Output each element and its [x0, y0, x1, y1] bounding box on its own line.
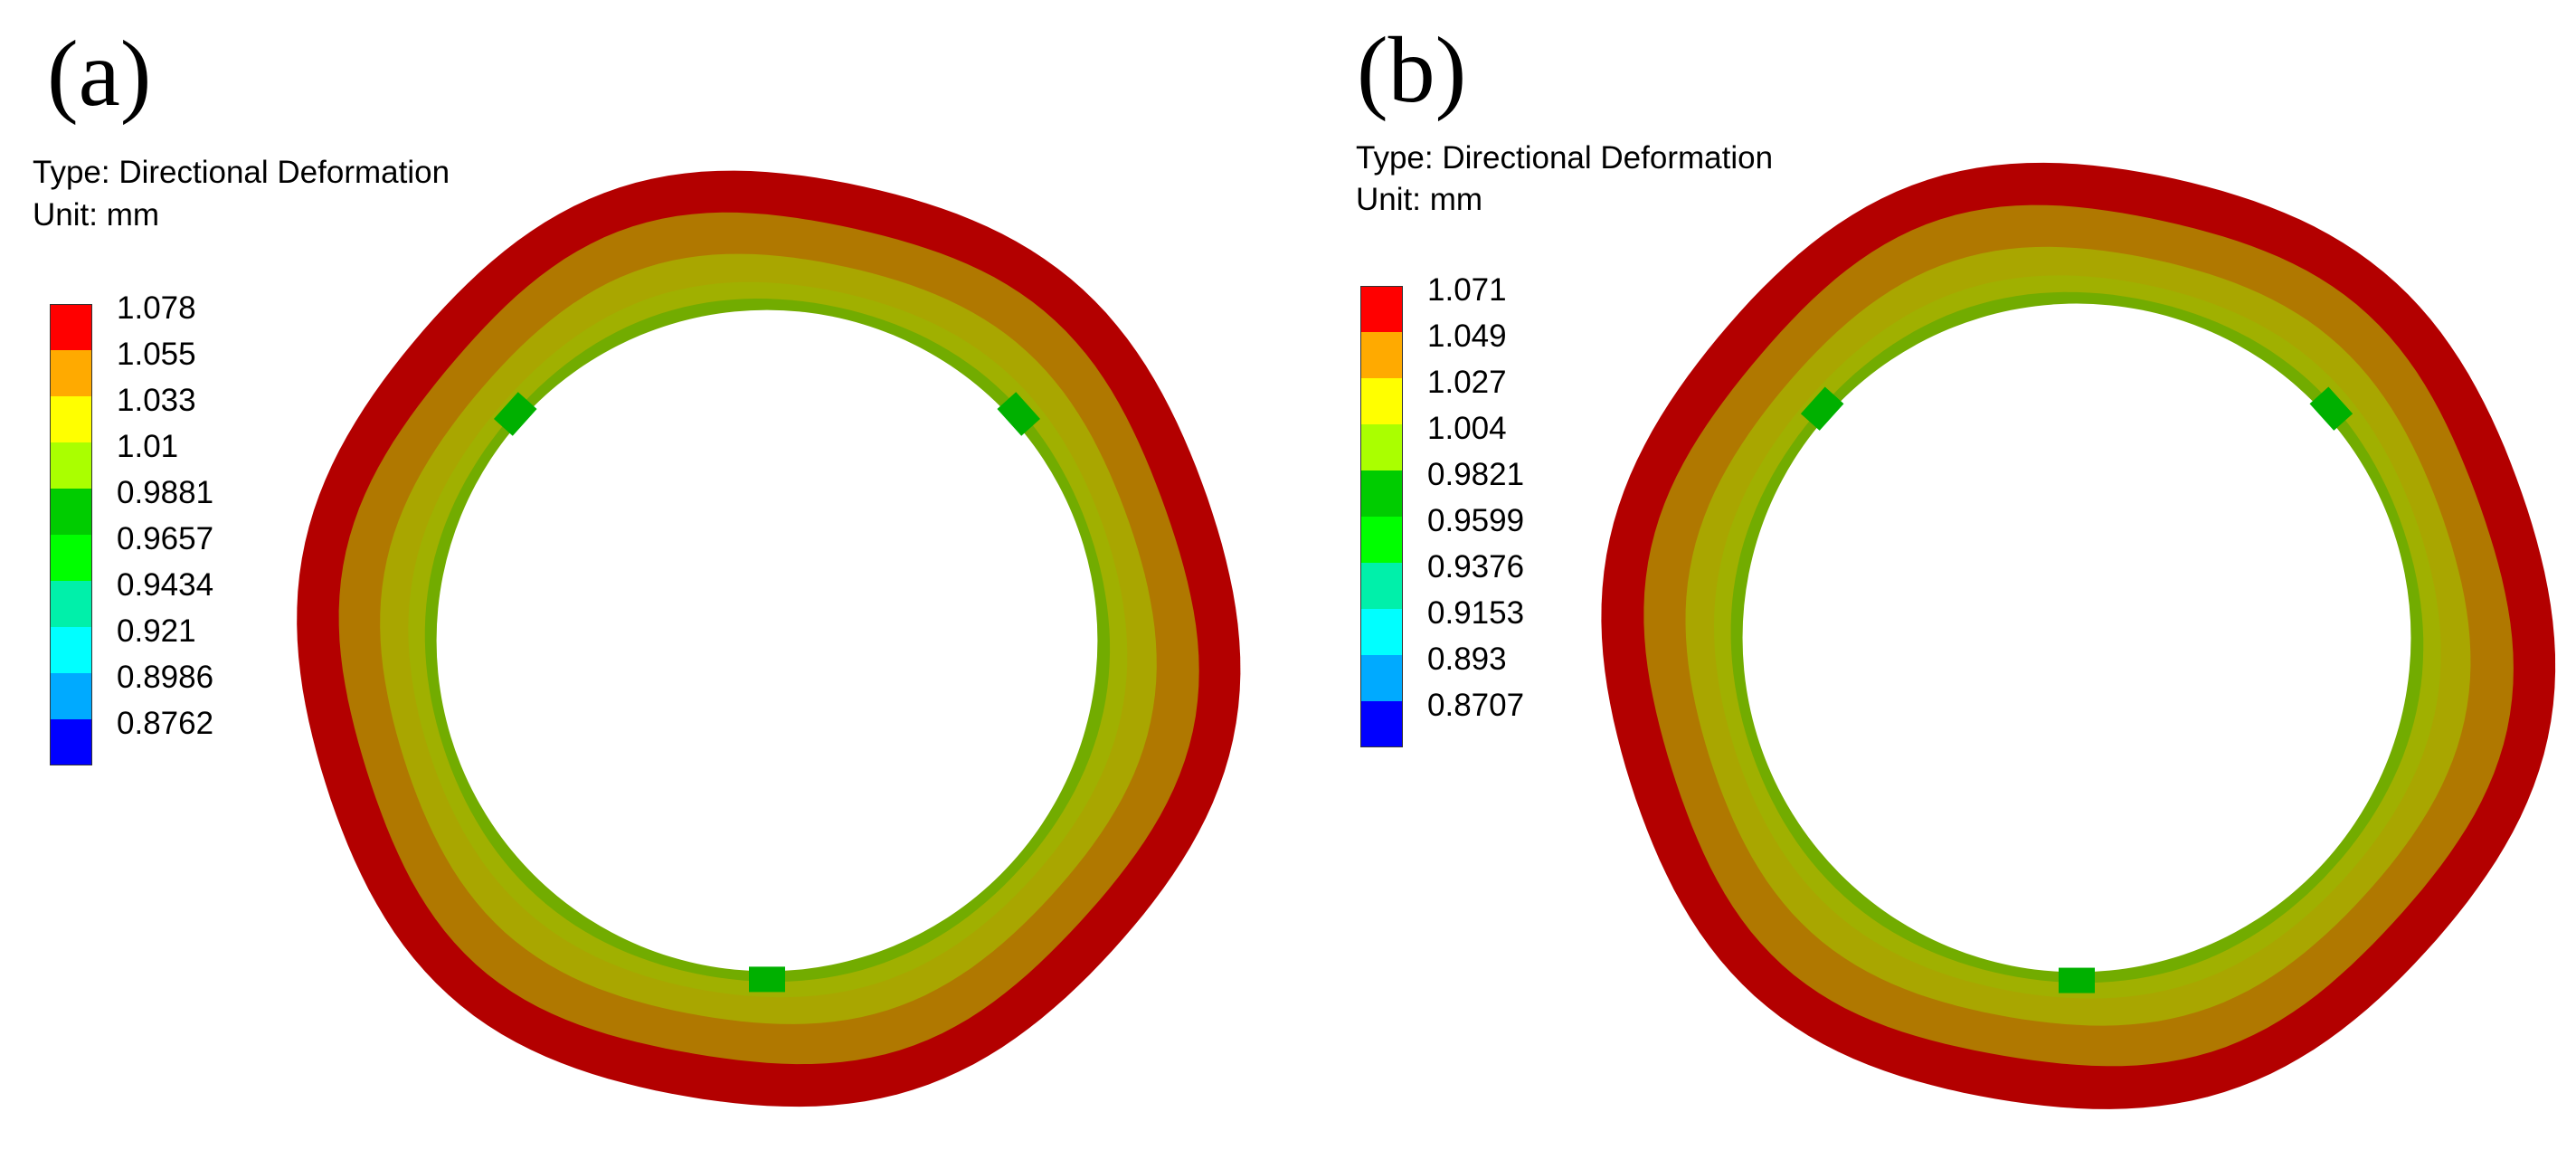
support-pad: [493, 392, 537, 436]
legend-value: 0.893: [1427, 642, 1507, 677]
legend-value: 0.9434: [117, 567, 214, 603]
legend-item: 1.049: [1360, 320, 1596, 378]
legend-value: 0.9881: [117, 475, 214, 510]
deformation-ring-plot: [297, 170, 1241, 1107]
legend-value: 0.9153: [1427, 595, 1525, 631]
legend-swatch: [50, 719, 92, 765]
legend-swatch: [50, 442, 92, 489]
legend-value: 1.049: [1427, 318, 1507, 354]
support-pad: [2309, 386, 2353, 431]
legend-item: 0.8762: [50, 708, 285, 765]
legend-value: 1.033: [117, 383, 196, 418]
legend-item: 0.8707: [1360, 689, 1596, 747]
legend-swatch: [1360, 655, 1403, 701]
panel-label: (a): [47, 22, 152, 126]
legend-swatch: [1360, 609, 1403, 655]
legend-swatch: [1360, 378, 1403, 424]
legend-swatch: [1360, 517, 1403, 563]
legend-swatch: [1360, 563, 1403, 609]
legend-value: 0.8707: [1427, 688, 1525, 723]
legend-swatch: [1360, 470, 1403, 517]
deformation-ring-plot: [1601, 162, 2556, 1109]
legend-item: 0.9434: [50, 569, 285, 627]
legend-swatch: [1360, 701, 1403, 747]
legend-item: 0.8986: [50, 661, 285, 719]
legend-value: 1.055: [117, 337, 196, 372]
ring-hole: [1742, 303, 2411, 973]
legend-item: 1.078: [50, 292, 285, 350]
legend-value: 0.9821: [1427, 457, 1525, 492]
legend-value: 0.9376: [1427, 549, 1525, 585]
legend-swatch: [1360, 332, 1403, 378]
support-pad: [2059, 967, 2095, 993]
legend-value: 0.921: [117, 613, 196, 649]
legend-item: 1.071: [1360, 274, 1596, 332]
legend-item: 0.9376: [1360, 551, 1596, 609]
legend-value: 1.01: [117, 429, 179, 464]
legend-item: 0.9881: [50, 477, 285, 535]
unit-label: Unit: mm: [1356, 182, 1482, 217]
legend-item: 0.9599: [1360, 505, 1596, 563]
legend-item: 0.9821: [1360, 459, 1596, 517]
legend-item: 0.893: [1360, 643, 1596, 701]
ring-hole: [436, 309, 1098, 972]
panel-a: (a) Type: Directional Deformation Unit: …: [33, 22, 1241, 1107]
legend-swatch: [50, 673, 92, 719]
legend-item: 1.033: [50, 385, 285, 442]
legend-value: 1.027: [1427, 365, 1507, 400]
legend-swatch: [50, 627, 92, 673]
legend-swatch: [1360, 424, 1403, 470]
legend-swatch: [50, 489, 92, 535]
support-pad: [749, 966, 785, 993]
legend-value: 0.9599: [1427, 503, 1525, 538]
legend-value: 1.004: [1427, 411, 1507, 446]
legend-item: 0.921: [50, 615, 285, 673]
legend-value: 0.8762: [117, 706, 214, 741]
result-type-label: Type: Directional Deformation: [33, 155, 450, 190]
result-type-label: Type: Directional Deformation: [1356, 140, 1774, 176]
legend-swatch: [50, 304, 92, 350]
legend-value: 0.8986: [117, 660, 214, 695]
panel-b: (b) Type: Directional Deformation Unit: …: [1288, 0, 2576, 1150]
legend-item: 0.9657: [50, 523, 285, 581]
legend-item: 0.9153: [1360, 597, 1596, 655]
legend-swatch: [50, 535, 92, 581]
legend-swatch: [50, 581, 92, 627]
legend-item: 1.027: [1360, 366, 1596, 424]
support-pad: [997, 392, 1041, 436]
support-pad: [1800, 386, 1844, 431]
legend-item: 1.004: [1360, 413, 1596, 470]
legend-swatch: [1360, 286, 1403, 332]
legend-item: 1.01: [50, 431, 285, 489]
legend-item: 1.055: [50, 338, 285, 396]
legend-swatch: [50, 396, 92, 442]
legend-swatch: [50, 350, 92, 396]
legend-value: 1.078: [117, 290, 196, 326]
legend-value: 0.9657: [117, 521, 214, 556]
unit-label: Unit: mm: [33, 197, 159, 233]
legend-value: 1.071: [1427, 272, 1507, 308]
panel-label: (b): [1357, 18, 1467, 122]
